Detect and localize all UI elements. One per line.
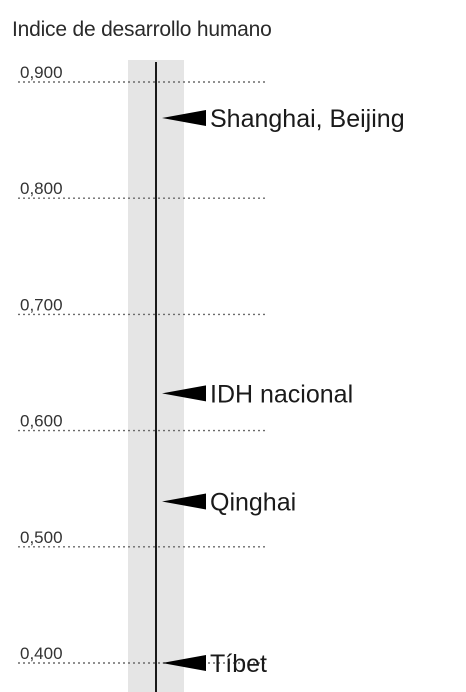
chart-title: Indice de desarrollo humano <box>12 18 272 41</box>
tick-label: 0,700 <box>20 295 63 314</box>
marker-0: Shanghai, Beijing <box>162 105 405 133</box>
tick-label: 0,500 <box>20 528 63 547</box>
tick-label: 0,800 <box>20 179 63 198</box>
marker-label: Tíbet <box>210 650 267 678</box>
marker-2: Qinghai <box>162 488 296 516</box>
marker-3: Tíbet <box>162 650 267 678</box>
gridlines <box>18 81 268 664</box>
arrow-marker-icon <box>162 493 206 510</box>
marker-label: Qinghai <box>210 488 296 516</box>
marker-1: IDH nacional <box>162 380 353 408</box>
data-markers: Shanghai, Beijing IDH nacional Qinghai Tíbe… <box>162 105 405 678</box>
tick-labels: 0,900 0,800 0,700 0,600 0,500 0,400 <box>20 63 63 663</box>
arrow-marker-icon <box>162 385 206 402</box>
marker-label: IDH nacional <box>210 380 353 408</box>
tick-label: 0,900 <box>20 63 63 82</box>
marker-label: Shanghai, Beijing <box>210 105 405 133</box>
tick-label: 0,600 <box>20 412 63 431</box>
arrow-marker-icon <box>162 110 206 127</box>
tick-label: 0,400 <box>20 644 63 663</box>
arrow-marker-icon <box>162 655 206 671</box>
